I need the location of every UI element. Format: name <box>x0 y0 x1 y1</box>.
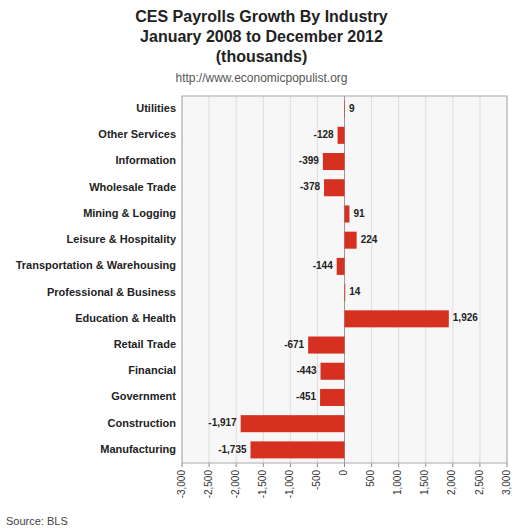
bar <box>320 389 344 406</box>
data-label: 224 <box>361 234 378 245</box>
data-label: -1,735 <box>218 444 247 455</box>
grid-line <box>344 96 345 463</box>
tick-mark <box>263 463 264 467</box>
tick-mark <box>182 463 183 467</box>
bar <box>345 232 357 249</box>
grid-line <box>398 96 399 463</box>
bar <box>344 284 346 301</box>
grid <box>182 96 507 463</box>
bar <box>345 310 449 327</box>
bar <box>337 258 345 275</box>
data-label: -443 <box>296 365 316 376</box>
grid-line <box>236 96 237 463</box>
tick-mark <box>317 463 318 467</box>
category-label: Transportation & Warehousing <box>16 259 176 271</box>
tick-mark <box>209 463 210 467</box>
bar <box>324 179 344 196</box>
data-label: -144 <box>313 260 333 271</box>
title-line: (thousands) <box>216 48 308 65</box>
category-label: Wholesale Trade <box>89 181 176 193</box>
category-label: Utilities <box>136 102 176 114</box>
tick-label: -3,000 <box>176 470 187 499</box>
tick-label: 2,000 <box>446 470 457 495</box>
bar <box>323 153 345 170</box>
category-label: Leisure & Hospitality <box>67 233 177 245</box>
subtitle: http://www.economicpopulist.org <box>175 71 347 85</box>
tick-mark <box>425 463 426 467</box>
bar <box>338 127 345 144</box>
grid-line <box>371 96 372 463</box>
tick-label: -2,000 <box>230 470 241 499</box>
tick-label: -1,500 <box>257 470 268 499</box>
plot-frame <box>182 96 507 463</box>
chart: CES Payrolls Growth By Industry January 2… <box>0 0 523 531</box>
tick-mark <box>236 463 237 467</box>
tick-mark <box>290 463 291 467</box>
tick-label: 2,500 <box>474 470 485 495</box>
tick-mark <box>371 463 372 467</box>
bar <box>321 363 345 380</box>
grid-line <box>263 96 264 463</box>
tick-label: 500 <box>365 470 376 487</box>
tick-label: 1,500 <box>419 470 430 495</box>
title-line: January 2008 to December 2012 <box>140 28 383 45</box>
data-label: 14 <box>349 286 361 297</box>
data-label: -128 <box>314 129 334 140</box>
title-line: CES Payrolls Growth By Industry <box>135 8 388 25</box>
grid-line <box>290 96 291 463</box>
category-label: Financial <box>128 364 176 376</box>
plot-area <box>182 96 507 463</box>
data-label: -378 <box>300 181 320 192</box>
tick-mark <box>507 463 508 467</box>
data-label: -399 <box>299 155 319 166</box>
tick-label: -2,500 <box>203 470 214 499</box>
data-label: 91 <box>353 208 365 219</box>
tick-label: -500 <box>311 470 322 490</box>
category-label: Construction <box>108 417 177 429</box>
title: CES Payrolls Growth By Industry January 2… <box>135 8 388 65</box>
category-label: Manufacturing <box>100 443 176 455</box>
category-label: Mining & Logging <box>83 207 176 219</box>
data-label: -451 <box>296 391 316 402</box>
category-label: Information <box>116 154 177 166</box>
annotation: Source: BLS <box>6 515 68 527</box>
category-label: Other Services <box>98 128 176 140</box>
data-label: -671 <box>284 339 304 350</box>
tick-mark <box>452 463 453 467</box>
tick-label: 1,000 <box>392 470 403 495</box>
bars <box>241 101 449 459</box>
category-label: Education & Health <box>75 312 176 324</box>
data-label: -1,917 <box>208 417 237 428</box>
bar <box>308 337 344 354</box>
tick-label: -1,000 <box>284 470 295 499</box>
grid-line <box>452 96 453 463</box>
grid-line <box>317 96 318 463</box>
bar <box>345 205 350 222</box>
grid-line <box>425 96 426 463</box>
tick-mark <box>344 463 345 467</box>
data-label: 1,926 <box>453 312 478 323</box>
tick-label: 0 <box>338 470 349 476</box>
tick-mark <box>398 463 399 467</box>
category-label: Retail Trade <box>114 338 176 350</box>
data-label: 9 <box>349 103 355 114</box>
tick-label: 3,000 <box>501 470 512 495</box>
category-label: Government <box>111 390 176 402</box>
bar <box>251 441 345 458</box>
tick-mark <box>479 463 480 467</box>
bar <box>241 415 345 432</box>
grid-line <box>479 96 480 463</box>
category-label: Professional & Business <box>47 286 176 298</box>
bar <box>344 101 345 118</box>
grid-line <box>209 96 210 463</box>
